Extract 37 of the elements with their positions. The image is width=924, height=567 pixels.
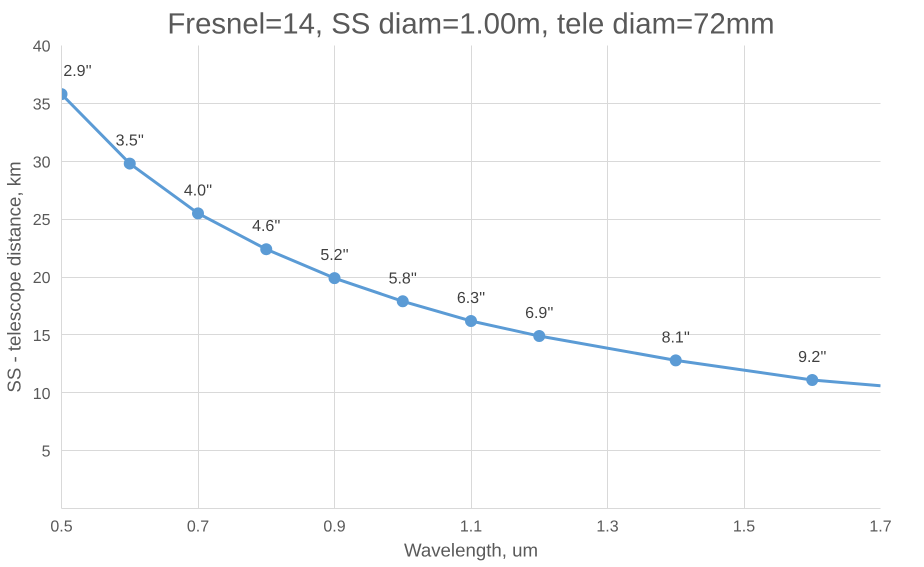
y-tick-label: 5 xyxy=(42,444,51,461)
point xyxy=(806,374,818,386)
point xyxy=(124,158,136,170)
y-tick-label: 10 xyxy=(32,386,51,403)
y-tick-label: 25 xyxy=(32,212,51,230)
annotation: 5.8'' xyxy=(388,270,417,288)
y-axis-title: SS - telescope distance, km xyxy=(4,161,25,393)
point xyxy=(670,354,682,366)
point xyxy=(396,295,409,308)
x-tick-label: 0.5 xyxy=(50,518,73,536)
point xyxy=(533,330,546,342)
annotation: 6.9'' xyxy=(525,305,554,322)
annotation: 4.6'' xyxy=(252,218,280,236)
x-tick-label: 1.5 xyxy=(732,518,756,536)
annotation: 8.1'' xyxy=(662,329,690,346)
y-tick-label: 20 xyxy=(32,270,51,287)
y-tick-label: 30 xyxy=(32,154,51,172)
annotation: 9.2'' xyxy=(798,349,826,366)
x-tick-label: 0.7 xyxy=(186,518,210,536)
annotation: 6.3'' xyxy=(456,290,486,307)
x-tick-label: 0.9 xyxy=(323,518,346,536)
x-tick-label: 1.7 xyxy=(869,518,892,536)
y-tick-label: 15 xyxy=(32,328,51,345)
annotation: 3.5'' xyxy=(116,132,144,150)
point xyxy=(465,314,477,327)
chart-title: Fresnel=14, SS diam=1.00m, tele diam=72mm xyxy=(167,8,775,40)
point xyxy=(260,243,272,256)
x-axis-title: Wavelength, um xyxy=(404,540,538,560)
point xyxy=(192,207,204,220)
annotation: 2.9'' xyxy=(63,63,92,80)
y-tick-label: 35 xyxy=(32,96,51,114)
point xyxy=(328,272,340,284)
x-tick-label: 1.1 xyxy=(460,518,482,536)
annotation: 4.0'' xyxy=(184,182,212,200)
annotation: 5.2'' xyxy=(320,247,349,264)
y-tick-label: 40 xyxy=(32,38,51,56)
x-tick-label: 1.3 xyxy=(596,518,619,536)
